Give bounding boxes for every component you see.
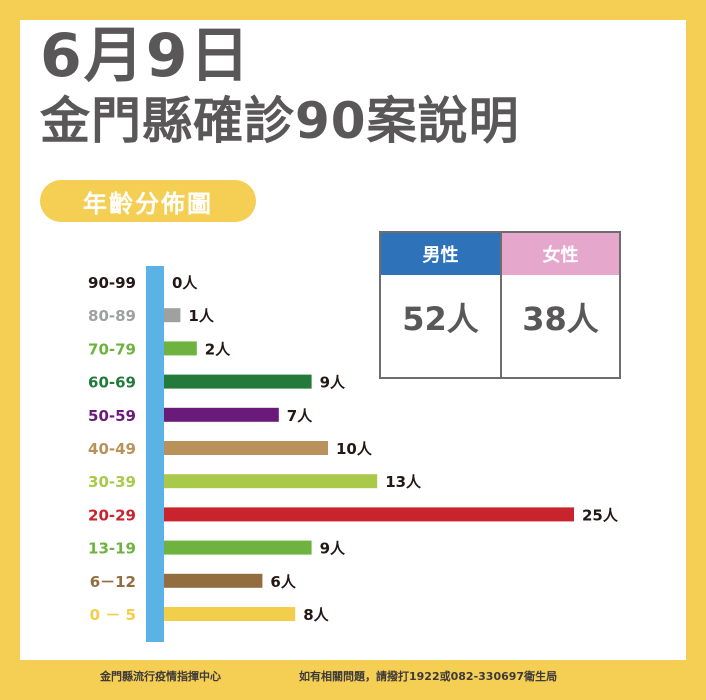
bar xyxy=(164,540,312,555)
category-label: 30-39 xyxy=(88,473,136,491)
chart-axis xyxy=(146,266,164,642)
category-label: 80-89 xyxy=(88,307,136,325)
value-label: 1人 xyxy=(188,307,214,325)
male-header: 男性 xyxy=(381,233,500,275)
value-label: 0人 xyxy=(172,274,198,292)
value-label: 10人 xyxy=(336,440,373,458)
value-label: 25人 xyxy=(582,506,619,524)
bar xyxy=(164,607,296,621)
bar xyxy=(164,341,197,356)
category-label: 40-49 xyxy=(88,440,136,458)
female-count: 38人 xyxy=(522,300,599,338)
bar xyxy=(164,374,312,389)
category-label: 0 － 5 xyxy=(90,606,136,624)
bar xyxy=(164,474,378,489)
category-label: 70-79 xyxy=(88,340,136,358)
value-label: 9人 xyxy=(320,374,346,392)
headline-title: 金門縣確診90案說明 xyxy=(40,92,520,150)
category-label: 13-19 xyxy=(88,540,136,558)
category-label: 6－12 xyxy=(90,573,136,591)
bar xyxy=(164,441,328,455)
value-label: 6人 xyxy=(270,573,296,591)
value-label: 9人 xyxy=(320,540,346,558)
category-label: 60-69 xyxy=(88,374,136,392)
value-label: 7人 xyxy=(287,407,313,425)
table-divider xyxy=(500,233,502,377)
footer-contact: 如有相關問題，請撥打1922或082-330697衛生局 xyxy=(299,670,558,683)
bar xyxy=(164,507,574,522)
bar xyxy=(164,308,181,323)
category-label: 90-99 xyxy=(88,274,136,292)
value-label: 8人 xyxy=(303,606,329,624)
category-label: 50-59 xyxy=(88,407,136,425)
value-label: 2人 xyxy=(205,340,231,358)
gender-stats-table: 男性 女性 52人 38人 xyxy=(379,231,621,379)
value-label: 13人 xyxy=(385,473,422,491)
female-header: 女性 xyxy=(502,233,619,275)
male-count: 52人 xyxy=(402,300,479,338)
footer-organization: 金門縣流行疫情指揮中心 xyxy=(100,670,221,683)
bar xyxy=(164,573,263,588)
date-title: 6月9日 xyxy=(40,21,252,91)
chart-title-badge: 年齡分佈圖 xyxy=(40,180,256,222)
category-label: 20-29 xyxy=(88,506,136,524)
bar xyxy=(164,407,279,422)
